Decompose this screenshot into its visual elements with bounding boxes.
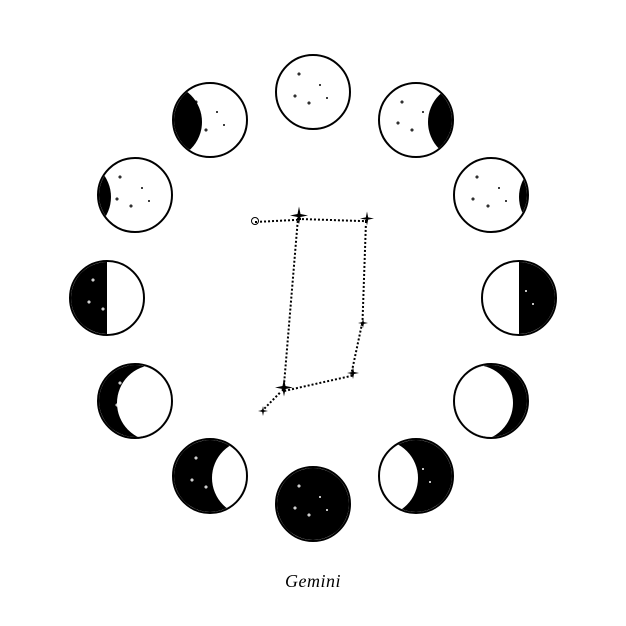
zodiac-diagram: Gemini: [0, 0, 626, 626]
moon-phase-icon: [172, 438, 248, 514]
constellation-node: [251, 217, 259, 225]
moon-phase-icon: [275, 54, 351, 130]
moon-phase-icon: [453, 363, 529, 439]
moon-phase-icon: [69, 260, 145, 336]
constellation-star-icon: [360, 211, 374, 230]
constellation-star-icon: [347, 366, 359, 384]
zodiac-label: Gemini: [285, 571, 341, 592]
moon-phase-icon: [275, 466, 351, 542]
moon-phase-icon: [378, 82, 454, 158]
moon-phase-icon: [481, 260, 557, 336]
constellation-line: [284, 375, 353, 392]
moon-phase-icon: [97, 157, 173, 233]
moon-phase-icon: [172, 82, 248, 158]
constellation-line: [299, 218, 367, 222]
constellation-line: [361, 221, 367, 324]
moon-phase-icon: [453, 157, 529, 233]
gemini-constellation: [223, 203, 403, 423]
constellation-star-icon: [290, 207, 308, 230]
constellation-star-icon: [258, 403, 268, 421]
constellation-line: [282, 218, 298, 390]
constellation-star-icon: [275, 379, 293, 402]
moon-phase-icon: [378, 438, 454, 514]
constellation-star-icon: [358, 315, 368, 333]
moon-phase-icon: [97, 363, 173, 439]
